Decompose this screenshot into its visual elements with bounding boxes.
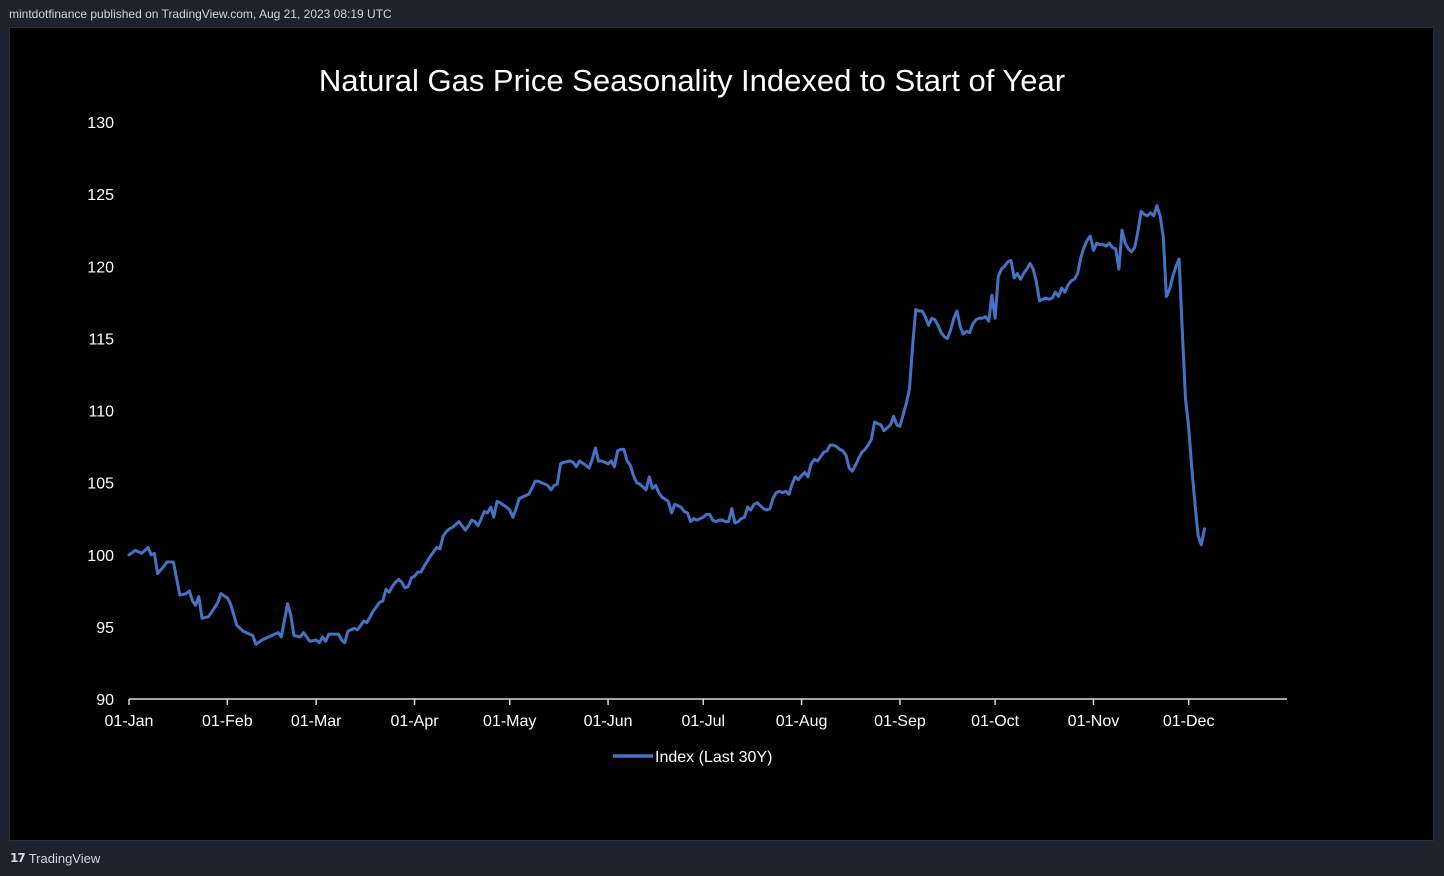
footer-brand[interactable]: TradingView [28, 850, 101, 866]
x-tick-label: 01-Aug [776, 713, 828, 730]
y-tick-label: 100 [87, 548, 114, 565]
y-tick-label: 115 [88, 331, 114, 348]
chart-container: Natural Gas Price Seasonality Indexed to… [9, 27, 1434, 841]
x-tick-label: 01-Oct [971, 713, 1020, 730]
legend[interactable]: Index (Last 30Y) [613, 749, 772, 766]
legend-label: Index (Last 30Y) [655, 749, 772, 766]
y-tick-label: 105 [87, 476, 114, 493]
y-tick-label: 125 [87, 187, 114, 204]
x-tick-label: 01-Jun [584, 713, 633, 730]
x-tick-label: 01-Jan [105, 713, 154, 730]
x-tick-label: 01-Mar [291, 713, 342, 730]
x-tick-label: 01-Nov [1068, 713, 1120, 730]
y-axis: 90 95 100 105 110 115 120 125 130 [87, 115, 114, 709]
x-tick-label: 01-Dec [1163, 713, 1215, 730]
x-tick-label: 01-Feb [202, 713, 253, 730]
y-tick-label: 95 [96, 620, 114, 637]
series-layer [127, 204, 1206, 646]
x-tick-label: 01-Jul [681, 713, 725, 730]
x-tick-label: 01-Apr [391, 713, 440, 730]
x-tick-label: 01-May [483, 713, 536, 730]
chart-title: Natural Gas Price Seasonality Indexed to… [319, 63, 1065, 98]
y-tick-label: 130 [87, 115, 114, 132]
y-tick-label: 110 [88, 404, 114, 421]
y-tick-label: 90 [96, 692, 114, 709]
publish-info: mintdotfinance published on TradingView.… [9, 7, 392, 21]
series-line [127, 204, 1206, 646]
tradingview-logo-icon[interactable]: 17 [10, 851, 26, 865]
x-tick-label: 01-Sep [874, 713, 926, 730]
footer: 17 TradingView [10, 846, 100, 870]
x-axis: 01-Jan 01-Feb 01-Mar 01-Apr 01-May 01-Jun 01-J… [105, 698, 1287, 730]
y-tick-label: 120 [87, 259, 114, 276]
line-chart: Natural Gas Price Seasonality Indexed to… [87, 63, 1287, 766]
